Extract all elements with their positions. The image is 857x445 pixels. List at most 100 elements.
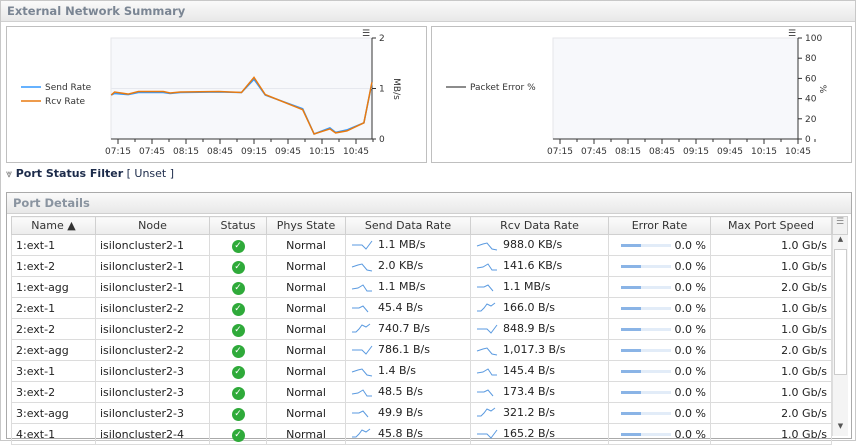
filter-icon: ⩔: [6, 167, 13, 180]
column-header[interactable]: Rcv Data Rate: [470, 216, 609, 235]
rate-value: 786.1 B/s: [378, 343, 430, 356]
table-row[interactable]: 3:ext-1 isiloncluster2-3 ✓ Normal 1.4 B/s 145…: [11, 360, 832, 382]
column-header[interactable]: Status: [209, 216, 267, 235]
sparkline-icon: [351, 389, 372, 397]
status-cell: ✓: [209, 297, 267, 319]
rate-value: 321.2 B/s: [503, 406, 555, 419]
rate-value: 988.0 KB/s: [503, 238, 563, 251]
error-rate-bar: [620, 286, 671, 289]
table-row[interactable]: 1:ext-2 isiloncluster2-1 ✓ Normal 2.0 KB/s 14…: [11, 255, 832, 277]
sparkline-icon: [477, 407, 496, 417]
table-row[interactable]: 2:ext-agg isiloncluster2-2 ✓ Normal 786.1 B/…: [11, 339, 832, 361]
table-row[interactable]: 3:ext-agg isiloncluster2-3 ✓ Normal 49.9 B/s…: [11, 402, 832, 424]
chart-menu-icon[interactable]: ☰: [362, 29, 370, 39]
sparkline-icon: [477, 389, 494, 397]
x-tick-label: 08:15: [615, 147, 641, 157]
y-axis-label: %: [817, 85, 827, 94]
max-port-speed-cell: 1.0 Gb/s: [710, 297, 832, 319]
node-cell: isiloncluster2-4: [95, 423, 210, 445]
column-header[interactable]: Phys State: [266, 216, 346, 235]
phys-state-cell: Normal: [266, 360, 346, 382]
send-rate-cell: 740.7 B/s: [345, 318, 471, 340]
status-ok-icon: ✓: [231, 407, 245, 421]
packet-error-chart: 07:15 07:45 08:15 08:45 09:15 09:45 10:15 10:45…: [431, 26, 852, 163]
error-rate-bar: [620, 391, 671, 394]
table-row[interactable]: 1:ext-1 isiloncluster2-1 ✓ Normal 1.1 MB/s 98…: [11, 234, 832, 256]
port-status-filter[interactable]: ⩔ Port Status Filter [ Unset ]: [6, 167, 174, 181]
rate-chart: 07:15 07:45 08:15 08:45 09:15 09:45 10:15 10:45…: [6, 26, 427, 163]
max-port-speed-cell: 2.0 Gb/s: [710, 402, 832, 424]
rate-chart-svg: 07:15 07:45 08:15 08:45 09:15 09:45 10:15 10:45…: [21, 29, 401, 157]
rate-value: 1.4 B/s: [378, 364, 416, 377]
status-cell: ✓: [209, 381, 267, 403]
rcv-rate-cell: 173.4 B/s: [470, 381, 609, 403]
column-header[interactable]: Error Rate: [608, 216, 711, 235]
rate-value: 173.4 B/s: [503, 385, 555, 398]
scroll-thumb[interactable]: [834, 249, 847, 375]
name-cell: 2:ext-1: [11, 297, 96, 319]
error-rate-cell: 0.0 %: [608, 255, 711, 277]
table-row[interactable]: 2:ext-2 isiloncluster2-2 ✓ Normal 740.7 B/s 8…: [11, 318, 832, 340]
error-rate-bar: [620, 412, 671, 415]
chart-menu-icon[interactable]: ☰: [788, 29, 796, 39]
column-header[interactable]: Send Data Rate: [345, 216, 471, 235]
send-rate-cell: 49.9 B/s: [345, 402, 471, 424]
status-ok-icon: ✓: [231, 281, 245, 295]
column-header[interactable]: Max Port Speed: [710, 216, 832, 235]
phys-state-cell: Normal: [266, 234, 346, 256]
name-cell: 2:ext-agg: [11, 339, 96, 361]
rcv-rate-cell: 145.4 B/s: [470, 360, 609, 382]
packet-error-chart-svg: 07:15 07:45 08:15 08:45 09:15 09:45 10:15 10:45…: [446, 29, 827, 157]
sparkline-icon: [477, 302, 496, 312]
table-row[interactable]: 1:ext-agg isiloncluster2-1 ✓ Normal 1.1 MB/s…: [11, 276, 832, 298]
x-tick-label: 09:45: [275, 147, 301, 157]
phys-state-cell: Normal: [266, 423, 346, 445]
error-rate-value: 0.0 %: [674, 385, 706, 399]
node-cell: isiloncluster2-1: [95, 234, 210, 256]
status-ok-icon: ✓: [231, 302, 245, 316]
status-cell: ✓: [209, 255, 267, 277]
vertical-scrollbar[interactable]: ▲ ▼: [832, 235, 848, 436]
x-tick-label: 07:45: [139, 147, 165, 157]
error-rate-value: 0.0 %: [674, 322, 706, 336]
node-cell: isiloncluster2-2: [95, 318, 210, 340]
column-chooser-icon[interactable]: ☰: [832, 216, 848, 235]
y-tick-label: 20: [805, 115, 817, 125]
send-rate-cell: 2.0 KB/s: [345, 255, 471, 277]
y-tick-label: 80: [805, 54, 817, 64]
filter-value[interactable]: [ Unset ]: [126, 167, 175, 180]
node-cell: isiloncluster2-1: [95, 255, 210, 277]
phys-state-cell: Normal: [266, 276, 346, 298]
name-cell: 3:ext-1: [11, 360, 96, 382]
node-cell: isiloncluster2-3: [95, 402, 210, 424]
table-row[interactable]: 3:ext-2 isiloncluster2-3 ✓ Normal 48.5 B/s 17…: [11, 381, 832, 403]
error-rate-bar: [620, 328, 671, 331]
rate-value: 1.1 MB/s: [378, 238, 426, 251]
rate-value: 1,017.3 B/s: [503, 343, 566, 356]
status-cell: ✓: [209, 276, 267, 298]
status-ok-icon: ✓: [231, 365, 245, 379]
table-row[interactable]: 2:ext-1 isiloncluster2-2 ✓ Normal 45.4 B/s 16…: [11, 297, 832, 319]
sparkline-icon: [352, 240, 373, 250]
max-port-speed-cell: 1.0 Gb/s: [710, 423, 832, 445]
phys-state-cell: Normal: [266, 402, 346, 424]
rate-value: 1.1 MB/s: [503, 280, 551, 293]
scroll-up-icon[interactable]: ▲: [837, 235, 844, 243]
error-rate-value: 0.0 %: [674, 238, 706, 252]
table-row[interactable]: 4:ext-1 isiloncluster2-4 ✓ Normal 45.8 B/s 16…: [11, 423, 832, 445]
column-header[interactable]: Node: [95, 216, 210, 235]
x-tick-label: 07:15: [105, 147, 131, 157]
error-rate-value: 0.0 %: [674, 364, 706, 378]
scroll-down-icon[interactable]: ▼: [837, 422, 844, 430]
y-axis-label: MB/s: [391, 78, 401, 100]
column-header[interactable]: Name ▲: [11, 216, 96, 235]
rcv-rate-cell: 141.6 KB/s: [470, 255, 609, 277]
error-rate-value: 0.0 %: [674, 343, 706, 357]
y-tick-label: 40: [805, 95, 817, 105]
x-tick-label: 10:15: [309, 147, 335, 157]
rate-value: 48.5 B/s: [378, 385, 423, 398]
error-rate-value: 0.0 %: [674, 427, 706, 441]
sparkline-icon: [476, 347, 498, 356]
error-rate-value: 0.0 %: [674, 406, 706, 420]
rate-value: 848.9 B/s: [503, 322, 555, 335]
